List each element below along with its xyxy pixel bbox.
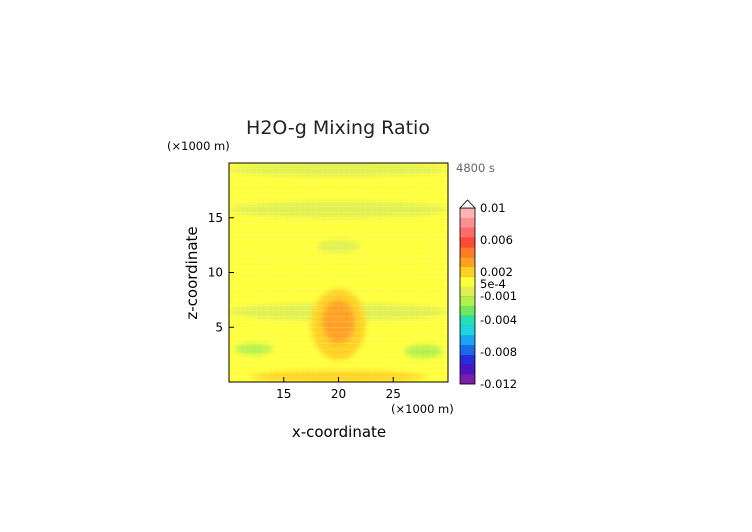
time-label: 4800 s (456, 161, 495, 175)
colorbar-tick-label: 0.01 (480, 201, 506, 215)
feature-cyan-right-low (404, 344, 443, 358)
plot-area (229, 163, 448, 382)
colorbar-segment (460, 247, 475, 258)
colorbar-tick-label: -0.012 (480, 377, 517, 391)
colorbar-tick-label: -0.008 (480, 345, 517, 359)
y-tick-label: 15 (208, 211, 223, 225)
x-unit-label: (×1000 m) (391, 402, 454, 416)
x-tick-label: 20 (331, 387, 346, 401)
y-axis: 5 10 15 (208, 211, 234, 334)
y-tick-label: 10 (208, 266, 223, 280)
colorbar-tick-label: 0.006 (480, 233, 513, 247)
colorbar-segment (460, 344, 475, 355)
x-tick-label: 25 (386, 387, 401, 401)
y-unit-label: (×1000 m) (167, 139, 230, 153)
colorbar-segment (460, 237, 475, 248)
colorbar-tick-label: 0.002 (480, 265, 513, 279)
y-tick-label: 5 (215, 320, 223, 334)
colorbar-segment (460, 335, 475, 346)
contour-features (229, 163, 448, 382)
x-axis-title: x-coordinate (292, 423, 386, 441)
feature-green-blob-13km (316, 239, 361, 253)
feature-upper-yellow-lens (261, 178, 416, 192)
colorbar-segment (460, 217, 475, 228)
colorbar-segment (460, 266, 475, 277)
colorbar-segment (460, 315, 475, 326)
colorbar-segment (460, 354, 475, 365)
colorbar-tick-label: -0.001 (480, 289, 517, 303)
colorbar-tick-label: 5e-4 (480, 277, 506, 291)
colorbar-tick-label: -0.004 (480, 313, 517, 327)
colorbar-segment (460, 276, 475, 287)
feature-green-band-16km (229, 201, 448, 218)
colorbar-segment (460, 374, 475, 385)
chart-title: H2O-g Mixing Ratio (246, 117, 430, 139)
feature-upper-green-band (229, 163, 448, 177)
colorbar-segment (460, 364, 475, 375)
colorbar-segment (460, 227, 475, 238)
colorbar-segment (460, 296, 475, 307)
colorbar-segment (460, 208, 475, 219)
colorbar-segment (460, 305, 475, 316)
feature-surface-orange-spots (250, 371, 427, 382)
feature-cyan-left-low (234, 343, 273, 355)
x-tick-label: 15 (276, 387, 291, 401)
colorbar (459, 199, 476, 385)
grid-lines (229, 163, 448, 382)
colorbar-segment (460, 286, 475, 297)
y-axis-title: z-coordinate (183, 226, 201, 319)
colorbar-segment (460, 325, 475, 336)
x-axis: 15 20 25 (276, 377, 401, 401)
feature-red-core (322, 299, 355, 344)
colorbar-segment (460, 256, 475, 267)
colorbar-extend-arrow (459, 199, 476, 209)
